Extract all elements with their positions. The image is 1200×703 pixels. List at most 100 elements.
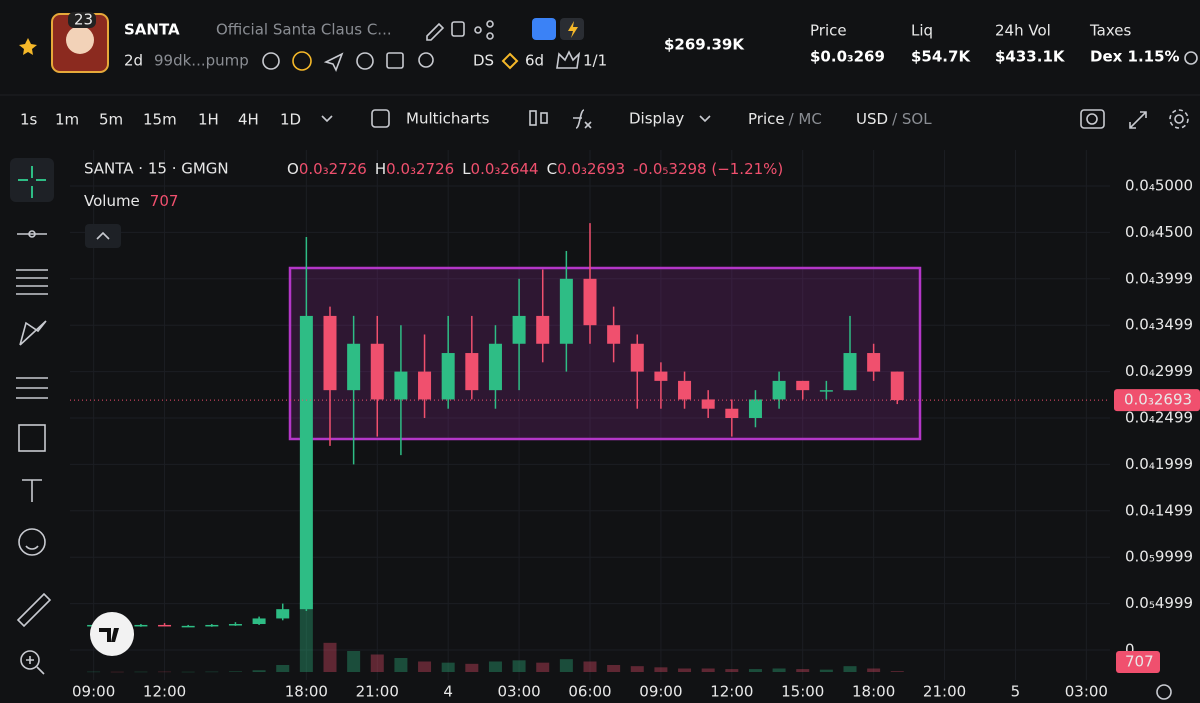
link-icons bbox=[262, 51, 434, 72]
interval[interactable]: 1s bbox=[20, 111, 38, 129]
candle-body bbox=[252, 618, 266, 625]
stats: Price $0.0₃269 Liq $54.7K 24h Vol $433.1K Taxe… bbox=[810, 22, 1180, 66]
multicharts[interactable]: Multicharts bbox=[406, 110, 490, 128]
candle-body bbox=[678, 380, 692, 400]
ds-link[interactable]: DS bbox=[473, 52, 494, 70]
crown-icon bbox=[556, 50, 581, 69]
candle-body bbox=[583, 278, 597, 326]
symbol: SANTA bbox=[124, 21, 180, 39]
holders-age: 6d bbox=[525, 52, 544, 70]
candle-body bbox=[890, 371, 904, 401]
age: 2d bbox=[124, 52, 143, 70]
x-tick-label: 15:00 bbox=[781, 683, 824, 701]
volume-bar bbox=[87, 671, 101, 673]
volume-bar bbox=[299, 602, 313, 672]
volume-bar bbox=[465, 663, 479, 672]
candle-body bbox=[512, 315, 526, 344]
display[interactable]: Display bbox=[629, 110, 684, 128]
volume-bar bbox=[394, 658, 408, 672]
right-icons bbox=[1080, 109, 1189, 129]
interval[interactable]: 5m bbox=[99, 111, 123, 129]
header-icons bbox=[426, 20, 494, 41]
candle-body bbox=[819, 390, 833, 392]
candle-body bbox=[607, 325, 621, 344]
sol-option[interactable]: / SOL bbox=[892, 110, 932, 128]
volume-bar bbox=[654, 667, 668, 672]
collapse-button[interactable] bbox=[85, 224, 121, 248]
candle-body bbox=[630, 343, 644, 372]
y-tick-label: 0.0₄2499 bbox=[1125, 409, 1193, 427]
volume-bar bbox=[134, 671, 148, 673]
interval[interactable]: 15m bbox=[143, 111, 177, 129]
x-tick-label: 12:00 bbox=[710, 683, 753, 701]
candle-body bbox=[725, 408, 739, 418]
interval-more[interactable] bbox=[321, 115, 333, 123]
volume-bar bbox=[796, 669, 810, 672]
x-tick-label: 21:00 bbox=[923, 683, 966, 701]
top-holders: 1/1 bbox=[583, 52, 607, 70]
info-icon bbox=[1184, 51, 1198, 65]
volume-bar bbox=[630, 666, 644, 672]
candle-body bbox=[347, 343, 361, 391]
candle-body bbox=[441, 353, 455, 400]
stat-value: Dex 1.15% bbox=[1090, 48, 1180, 66]
address[interactable]: 99dk...pump bbox=[154, 52, 249, 70]
legend-key: C bbox=[547, 160, 557, 178]
multicharts-checkbox[interactable] bbox=[371, 109, 390, 128]
intervals: 1s 1m 5m 15m 1H 4H 1D bbox=[20, 111, 301, 129]
stat-label: Price bbox=[810, 22, 847, 40]
ohlc-legend: O0.0₃2726 H0.0₃2726 L0.0₃2644 C0.0₃2693 -0.0… bbox=[287, 160, 783, 178]
volume-bar bbox=[276, 665, 290, 672]
candle-body bbox=[559, 278, 573, 344]
y-tick-label: 0.0₅4999 bbox=[1125, 594, 1193, 612]
sidebar-tools bbox=[16, 230, 52, 675]
mc-option[interactable]: / MC bbox=[789, 110, 822, 128]
stat-label: Taxes bbox=[1089, 22, 1132, 40]
volume-bar bbox=[607, 665, 621, 672]
candle-body bbox=[228, 624, 242, 626]
y-tick-label: 0.0₄1999 bbox=[1125, 455, 1193, 473]
volume-bar bbox=[748, 669, 762, 672]
candle-body bbox=[465, 353, 479, 391]
legend-value: 0.0₃2693 bbox=[557, 160, 625, 178]
x-tick-label: 03:00 bbox=[1065, 683, 1108, 701]
interval[interactable]: 1H bbox=[198, 111, 219, 129]
last-price-tag bbox=[1114, 389, 1200, 412]
y-tick-label: 0.0₄1499 bbox=[1125, 501, 1193, 519]
twitter-badge[interactable] bbox=[532, 18, 556, 40]
volume-bar bbox=[441, 662, 455, 672]
last-price-label: 0.0₃2693 bbox=[1124, 391, 1192, 409]
y-tick-label: 0.0₄4500 bbox=[1125, 223, 1193, 241]
plot bbox=[70, 223, 1110, 673]
avatar-badge bbox=[68, 12, 96, 28]
volume-bar bbox=[559, 659, 573, 672]
volume-bar bbox=[867, 668, 881, 672]
volume-bar bbox=[583, 661, 597, 672]
interval[interactable]: 4H bbox=[238, 111, 259, 129]
y-tick-label: 0 bbox=[1125, 641, 1135, 659]
x-tick-label: 12:00 bbox=[143, 683, 186, 701]
settings-icon[interactable] bbox=[1156, 684, 1172, 700]
token-name: Official Santa Claus C... bbox=[216, 21, 392, 39]
interval[interactable]: 1D bbox=[280, 111, 301, 129]
x-tick-label: 09:00 bbox=[72, 683, 115, 701]
crosshair-tool[interactable] bbox=[10, 158, 54, 202]
x-tick-label: 4 bbox=[443, 683, 453, 701]
volume-bar bbox=[890, 671, 904, 672]
price-toggle[interactable]: Price / MC bbox=[748, 110, 822, 128]
candle-body bbox=[276, 609, 290, 619]
volume-bar bbox=[158, 671, 172, 673]
interval[interactable]: 1m bbox=[55, 111, 79, 129]
currency-toggle[interactable]: USD / SOL bbox=[856, 110, 932, 128]
usd-option[interactable]: USD bbox=[856, 110, 888, 128]
tv-logo[interactable] bbox=[90, 612, 134, 656]
x-tick-label: 21:00 bbox=[356, 683, 399, 701]
candle-body bbox=[843, 353, 857, 391]
favorite-star[interactable] bbox=[19, 38, 37, 55]
display-chevron bbox=[699, 115, 711, 123]
volume-bar bbox=[252, 670, 266, 672]
tv-logo-mark bbox=[99, 628, 119, 642]
price-option[interactable]: Price bbox=[748, 110, 785, 128]
